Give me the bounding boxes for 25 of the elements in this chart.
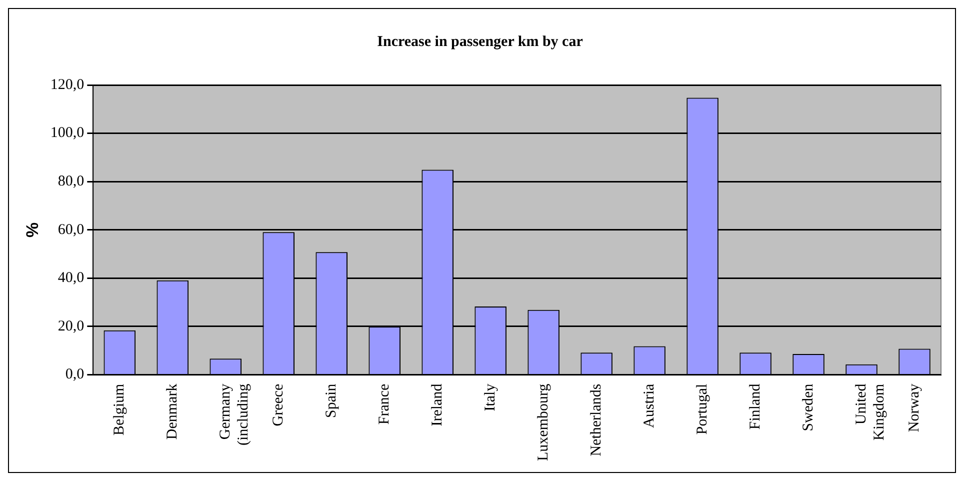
y-tick-label: 100,0 [50, 125, 84, 142]
x-tick-label: Germany (including [218, 383, 252, 446]
y-tick-label: 80,0 [58, 174, 84, 190]
x-tick-label: United Kingdom [853, 383, 888, 440]
x-tick-label: Finland [747, 383, 764, 430]
y-tick-label: 0,0 [65, 366, 84, 383]
x-tick-label: Sweden [800, 383, 816, 432]
y-axis-title: % [22, 222, 42, 238]
x-tick-label: Italy [482, 383, 499, 412]
x-tick-label: Netherlands [588, 384, 604, 456]
x-tick-label: Greece [270, 383, 287, 426]
y-tick-label: 120,0 [50, 76, 84, 93]
x-tick-label: Luxembourg [536, 383, 552, 462]
x-tick-label: Denmark [164, 383, 181, 440]
x-tick-label: Ireland [430, 383, 446, 426]
x-tick-label: Spain [324, 383, 340, 418]
y-tick-label: 60,0 [58, 222, 84, 238]
y-tick-label: 40,0 [58, 270, 84, 286]
x-tick-label: Belgium [112, 383, 128, 436]
x-tick-label: Austria [641, 383, 658, 428]
chart-title: Increase in passenger km by car [377, 34, 584, 50]
x-tick-label: Norway [906, 383, 922, 432]
y-tick-label: 20,0 [58, 318, 84, 334]
x-tick-label: Portugal [694, 384, 710, 435]
x-tick-label: France [376, 383, 393, 425]
